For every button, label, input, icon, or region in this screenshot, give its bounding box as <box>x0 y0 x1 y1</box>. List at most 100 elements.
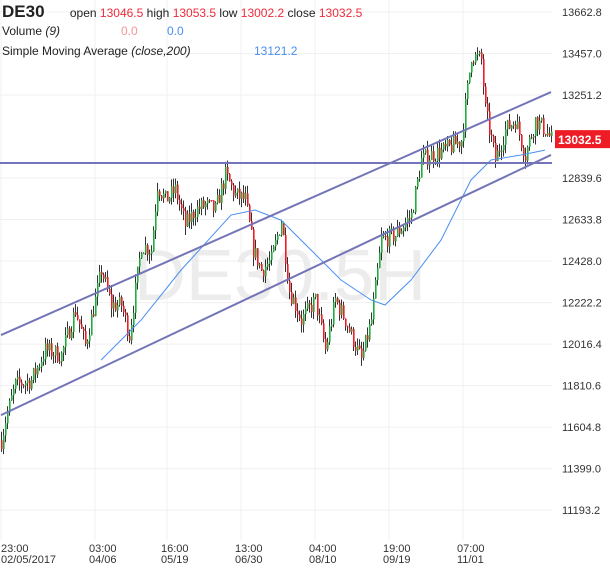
candle-body <box>309 302 311 305</box>
candle-body <box>163 193 165 199</box>
candle-body <box>201 200 203 210</box>
candle-body <box>299 314 301 319</box>
candle-body <box>167 191 169 202</box>
candle-body <box>483 59 485 87</box>
candle-body <box>97 283 99 297</box>
candle-body <box>153 230 155 252</box>
candle-body <box>501 150 503 152</box>
candle-body <box>521 135 523 148</box>
candle-body <box>465 98 467 132</box>
sma-value: 13121.2 <box>254 44 298 58</box>
candle-body <box>31 379 33 389</box>
x-tick-date: 04/06 <box>89 554 117 566</box>
candle-body <box>419 177 421 180</box>
candle-body <box>495 142 497 162</box>
candle-body <box>147 245 149 255</box>
candle-body <box>375 279 377 299</box>
candle-body <box>347 326 349 328</box>
candle-body <box>257 248 259 266</box>
candle-body <box>377 267 379 280</box>
candle-body <box>25 383 27 386</box>
candle-body <box>267 263 269 267</box>
x-tick-time: 13:00 <box>235 543 263 555</box>
candle-body <box>457 141 459 145</box>
candle-body <box>509 120 511 129</box>
candle-body <box>471 62 473 73</box>
candle-body <box>229 174 231 182</box>
candle-body <box>13 388 15 396</box>
candle-body <box>361 348 363 358</box>
candle-body <box>295 297 297 312</box>
candle-body <box>449 140 451 145</box>
candle-body <box>285 235 287 265</box>
candle-body <box>105 277 107 279</box>
candle-body <box>81 324 83 329</box>
candle-body <box>401 230 403 234</box>
candle-body <box>317 294 319 316</box>
candle-body <box>479 52 481 55</box>
candle-body <box>89 335 91 342</box>
candle-body <box>289 280 291 292</box>
candle-body <box>169 197 171 202</box>
candle-body <box>41 361 43 367</box>
candle-body <box>253 229 255 258</box>
candle-body <box>155 211 157 231</box>
candle-body <box>269 260 271 264</box>
sma-line <box>100 149 546 361</box>
volume-value-2: 0.0 <box>167 24 184 38</box>
candle-body <box>29 380 31 389</box>
candle-body <box>499 150 501 152</box>
candle-body <box>241 192 243 199</box>
candle-body <box>411 212 413 219</box>
candle-body <box>49 343 51 351</box>
candle-body <box>261 264 263 271</box>
candle-body <box>9 400 11 413</box>
candle-body <box>383 236 385 238</box>
candle-body <box>535 117 537 136</box>
candle-body <box>95 296 97 317</box>
candle-body <box>27 380 29 384</box>
candle-body <box>277 235 279 240</box>
candle-body <box>283 222 285 236</box>
candle-body <box>71 331 73 339</box>
candle-body <box>433 151 435 162</box>
volume-legend: Volume (9) 0.0 0.0 <box>2 24 184 38</box>
y-tick-label: 11604.8 <box>562 422 601 434</box>
candle-body <box>455 136 457 145</box>
candle-body <box>453 136 455 153</box>
candle-body <box>393 228 395 242</box>
candle-body <box>213 200 215 211</box>
candle-body <box>203 200 205 208</box>
candle-body <box>543 118 545 135</box>
candle-body <box>351 328 353 332</box>
candle-body <box>103 274 105 279</box>
candle-body <box>43 359 45 362</box>
candle-body <box>193 211 195 219</box>
y-tick-label: 13662.8 <box>562 7 602 19</box>
candle-body <box>335 298 337 303</box>
candle-body <box>115 302 117 311</box>
low-label: low <box>219 6 238 20</box>
candle-body <box>463 131 465 142</box>
candle-body <box>441 149 443 159</box>
candle-body <box>507 120 509 130</box>
candle-body <box>461 141 463 147</box>
candle-body <box>303 314 305 325</box>
candle-body <box>117 305 119 311</box>
candle-body <box>287 264 289 281</box>
candle-body <box>263 270 265 277</box>
candle-body <box>87 341 89 344</box>
volume-value-1: 0.0 <box>121 24 138 38</box>
candle-body <box>187 213 189 227</box>
candle-body <box>151 251 153 254</box>
candle-body <box>389 228 391 247</box>
y-tick-label: 11810.6 <box>562 381 601 393</box>
candle-body <box>549 132 551 136</box>
candle-body <box>333 302 335 325</box>
candle-body <box>67 328 69 336</box>
candle-body <box>365 335 367 351</box>
candle-body <box>397 227 399 237</box>
candle-body <box>209 200 211 202</box>
